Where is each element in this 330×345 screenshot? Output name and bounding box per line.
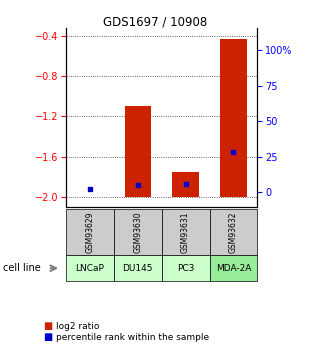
Text: PC3: PC3	[177, 264, 194, 273]
Text: GSM93629: GSM93629	[85, 211, 94, 253]
Bar	[125, 106, 151, 197]
Text: cell line: cell line	[3, 263, 41, 273]
Text: ■: ■	[43, 321, 52, 331]
Text: percentile rank within the sample: percentile rank within the sample	[56, 333, 209, 342]
Text: LNCaP: LNCaP	[76, 264, 104, 273]
Text: GSM93631: GSM93631	[181, 211, 190, 253]
Bar	[220, 39, 247, 197]
Text: MDA-2A: MDA-2A	[216, 264, 251, 273]
Text: log2 ratio: log2 ratio	[56, 322, 99, 331]
Text: ■: ■	[43, 333, 52, 342]
Bar	[173, 172, 199, 197]
Text: DU145: DU145	[122, 264, 153, 273]
Text: GDS1697 / 10908: GDS1697 / 10908	[103, 16, 207, 29]
Text: GSM93630: GSM93630	[133, 211, 142, 253]
Text: GSM93632: GSM93632	[229, 211, 238, 253]
